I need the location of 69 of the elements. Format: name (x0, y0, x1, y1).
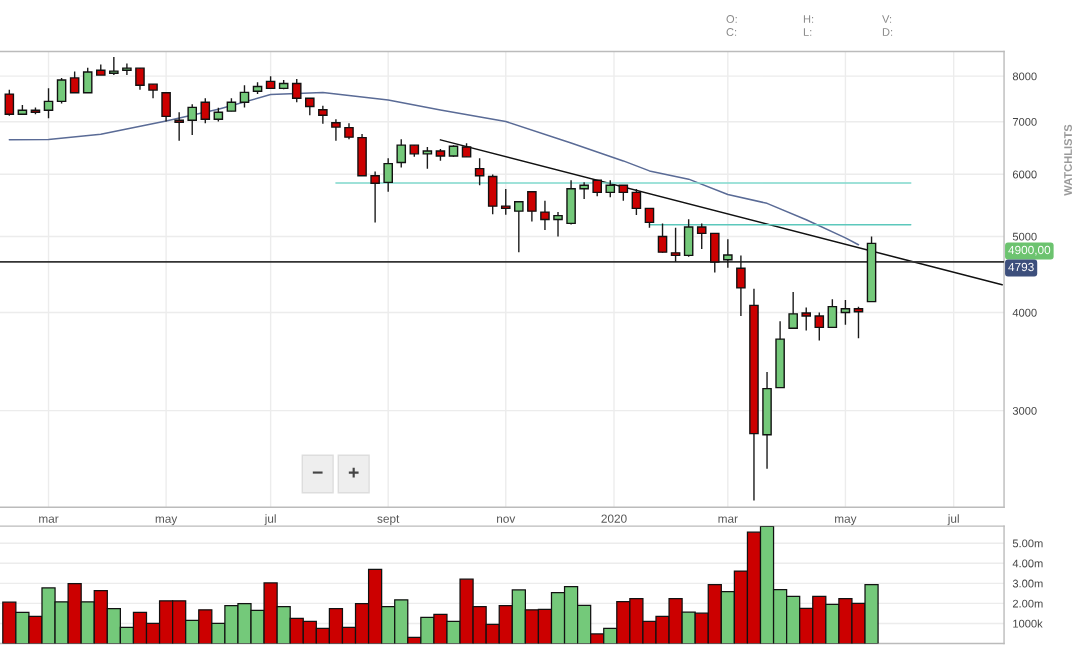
candlestick (239, 84, 250, 109)
x-tick-label: sept (377, 515, 400, 526)
candlestick (644, 207, 655, 229)
candlestick (56, 77, 67, 105)
y-tick-label: 7000 (1012, 117, 1037, 126)
y-tick-label: 3.00m (1012, 579, 1043, 588)
candlestick (422, 146, 433, 170)
text: WATCHLISTS (1064, 124, 1072, 196)
candlestick (331, 118, 341, 142)
y-tick-label: 4.00m (1012, 559, 1043, 568)
x-tick-label: nov (497, 516, 516, 523)
x-tick-label: may (835, 516, 857, 526)
y-tick-label: 1000k (1013, 619, 1043, 628)
candlestick (814, 311, 825, 342)
candlestick (723, 238, 733, 269)
annotation: + (348, 467, 359, 478)
x-tick-label: mar (39, 516, 59, 523)
candlestick (135, 67, 145, 91)
text: 4900,00 (1008, 245, 1051, 256)
candlestick (853, 305, 864, 339)
candlestick (69, 70, 80, 94)
candlestick (370, 170, 380, 224)
text: D: (882, 28, 893, 36)
candlestick (527, 191, 537, 223)
text: 4793 (1008, 262, 1034, 272)
y-tick-label: 8000 (1012, 72, 1037, 81)
candlestick (657, 222, 668, 254)
y-tick-label: 6000 (1012, 170, 1037, 179)
candlestick (514, 201, 524, 253)
candlestick (383, 157, 393, 193)
y-tick-label: 5.00m (1012, 539, 1043, 548)
candlestick (109, 56, 119, 76)
candlestick (553, 211, 563, 238)
candlestick (801, 306, 812, 332)
candlestick (82, 67, 93, 94)
candlestick (474, 157, 485, 186)
candlestick (200, 97, 211, 124)
text: C: (726, 28, 737, 36)
text: O: (726, 15, 737, 23)
y-tick-label: 4000 (1012, 308, 1037, 317)
x-tick-label: 2020 (601, 514, 627, 523)
x-tick-label: mar (718, 516, 738, 523)
candlestick (500, 188, 511, 216)
candlestick (840, 299, 851, 326)
candlestick (291, 78, 302, 103)
x-tick-label: may (155, 516, 178, 526)
candlestick (187, 103, 198, 136)
candlestick (696, 222, 707, 250)
candlestick (43, 87, 54, 120)
candlestick (396, 138, 407, 169)
candlestick (161, 92, 171, 123)
candlestick (827, 298, 838, 329)
y-tick-label: 3000 (1012, 406, 1037, 415)
y-tick-label: 2.00m (1012, 599, 1043, 608)
text: H: (803, 15, 814, 23)
candlestick (4, 88, 15, 117)
candlestick (631, 188, 642, 216)
x-tick-label: jul (947, 514, 959, 526)
text: V: (882, 15, 892, 23)
y-tick-label: 5000 (1012, 232, 1037, 241)
text: L: (803, 28, 812, 36)
annotation: − (312, 471, 323, 474)
x-tick-label: jul (264, 514, 276, 526)
candlestick (788, 291, 798, 329)
line-series (8, 91, 860, 246)
candlestick (670, 227, 681, 263)
candlestick (540, 200, 550, 231)
candlestick (174, 111, 184, 142)
candlestick (736, 254, 746, 317)
